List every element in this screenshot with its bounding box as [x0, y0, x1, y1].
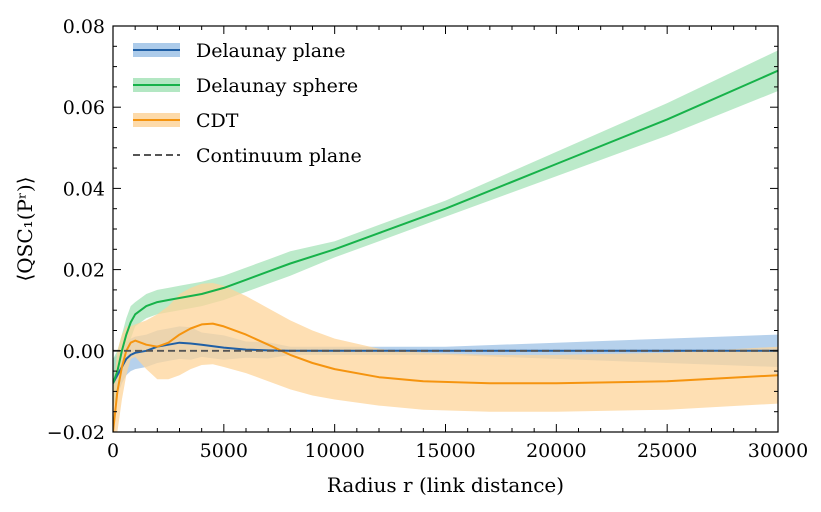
tick-labels: 0 5000 10000 15000 20000 25000 30000 −0.02 0.00 0…: [47, 16, 808, 462]
y-tick-label: −0.02: [47, 422, 105, 444]
legend-entry-delaunay-sphere: Delaunay sphere: [196, 75, 358, 97]
confidence-bands: [113, 50, 778, 432]
axis-ticks: [112, 25, 779, 433]
y-tick-label: 0.02: [63, 260, 105, 282]
legend-entry-delaunay-plane: Delaunay plane: [196, 40, 346, 62]
x-tick-label: 20000: [526, 440, 586, 462]
x-tick-label: 30000: [748, 440, 808, 462]
y-tick-label: 0.00: [63, 341, 105, 363]
y-axis-label: ⟨QSC₁(Pʳ)⟩: [13, 176, 37, 281]
x-tick-label: 5000: [200, 440, 248, 462]
band-delaunay-sphere: [113, 50, 778, 408]
x-tick-label: 15000: [415, 440, 475, 462]
series-lines: [113, 69, 778, 432]
x-axis-label: Radius r (link distance): [327, 473, 564, 497]
band-cdt: [113, 283, 778, 432]
series-line-cdt: [113, 322, 778, 432]
series-line-delaunay-sphere: [113, 69, 778, 384]
x-tick-label: 0: [107, 440, 119, 462]
y-tick-label: 0.04: [63, 178, 105, 200]
x-tick-label: 10000: [304, 440, 364, 462]
legend-entry-continuum-plane: Continuum plane: [196, 145, 362, 167]
y-tick-label: 0.06: [63, 97, 105, 119]
y-tick-label: 0.08: [63, 16, 105, 38]
x-tick-label: 25000: [637, 440, 697, 462]
legend: Delaunay plane Delaunay sphere CDT Continuu…: [133, 40, 362, 167]
legend-entry-cdt: CDT: [196, 110, 239, 132]
